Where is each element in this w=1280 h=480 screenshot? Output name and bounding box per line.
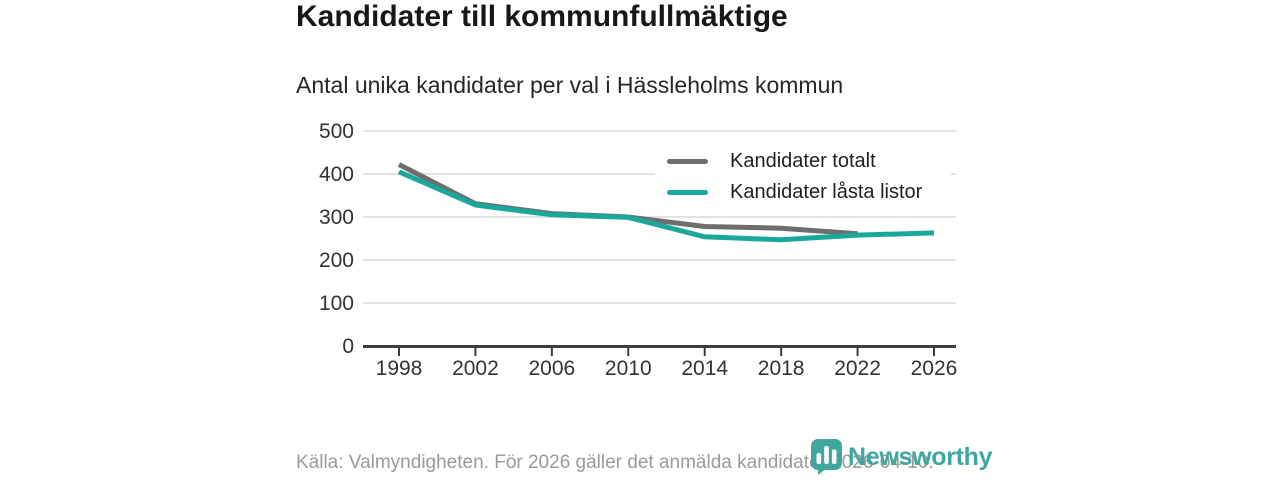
y-tick-label: 0 [342, 335, 354, 358]
x-tick-label: 2006 [528, 357, 575, 380]
x-tick-label: 2022 [834, 357, 881, 380]
newsworthy-logo: Newsworthy [810, 438, 993, 476]
x-tick-label: 2026 [911, 357, 958, 380]
chart-figure: Kandidater till kommunfullmäktige Antal … [296, 0, 993, 480]
y-tick-label: 200 [319, 249, 354, 272]
x-tick-label: 2014 [681, 357, 728, 380]
legend-label-locked: Kandidater låsta listor [730, 180, 923, 203]
chart-legend: Kandidater totalt Kandidater låsta listo… [655, 142, 951, 216]
legend-row: Kandidater låsta listor [667, 179, 951, 205]
x-tick-label: 2010 [605, 357, 652, 380]
x-tick-label: 2018 [758, 357, 805, 380]
y-tick-label: 400 [319, 163, 354, 186]
newsworthy-wordmark: Newsworthy [848, 442, 993, 471]
legend-row: Kandidater totalt [667, 148, 951, 174]
series-line-locked [398, 169, 935, 243]
chart-subtitle: Antal unika kandidater per val i Hässleh… [296, 72, 844, 98]
y-tick-label: 100 [319, 292, 354, 315]
source-note: Källa: Valmyndigheten. För 2026 gäller d… [296, 452, 934, 473]
newsworthy-icon [811, 439, 842, 475]
legend-label-total: Kandidater totalt [730, 149, 876, 172]
legend-swatch-locked [667, 189, 708, 195]
chart-title: Kandidater till kommunfullmäktige [296, 0, 788, 33]
y-tick-label: 300 [319, 206, 354, 229]
x-tick-label: 2002 [452, 357, 499, 380]
x-tick-label: 1998 [376, 357, 423, 380]
y-tick-label: 500 [319, 120, 354, 143]
line-chart: 0 100 200 300 400 500 1998 2002 2006 2010 2014 2018… [319, 120, 958, 380]
legend-swatch-total [667, 158, 708, 164]
